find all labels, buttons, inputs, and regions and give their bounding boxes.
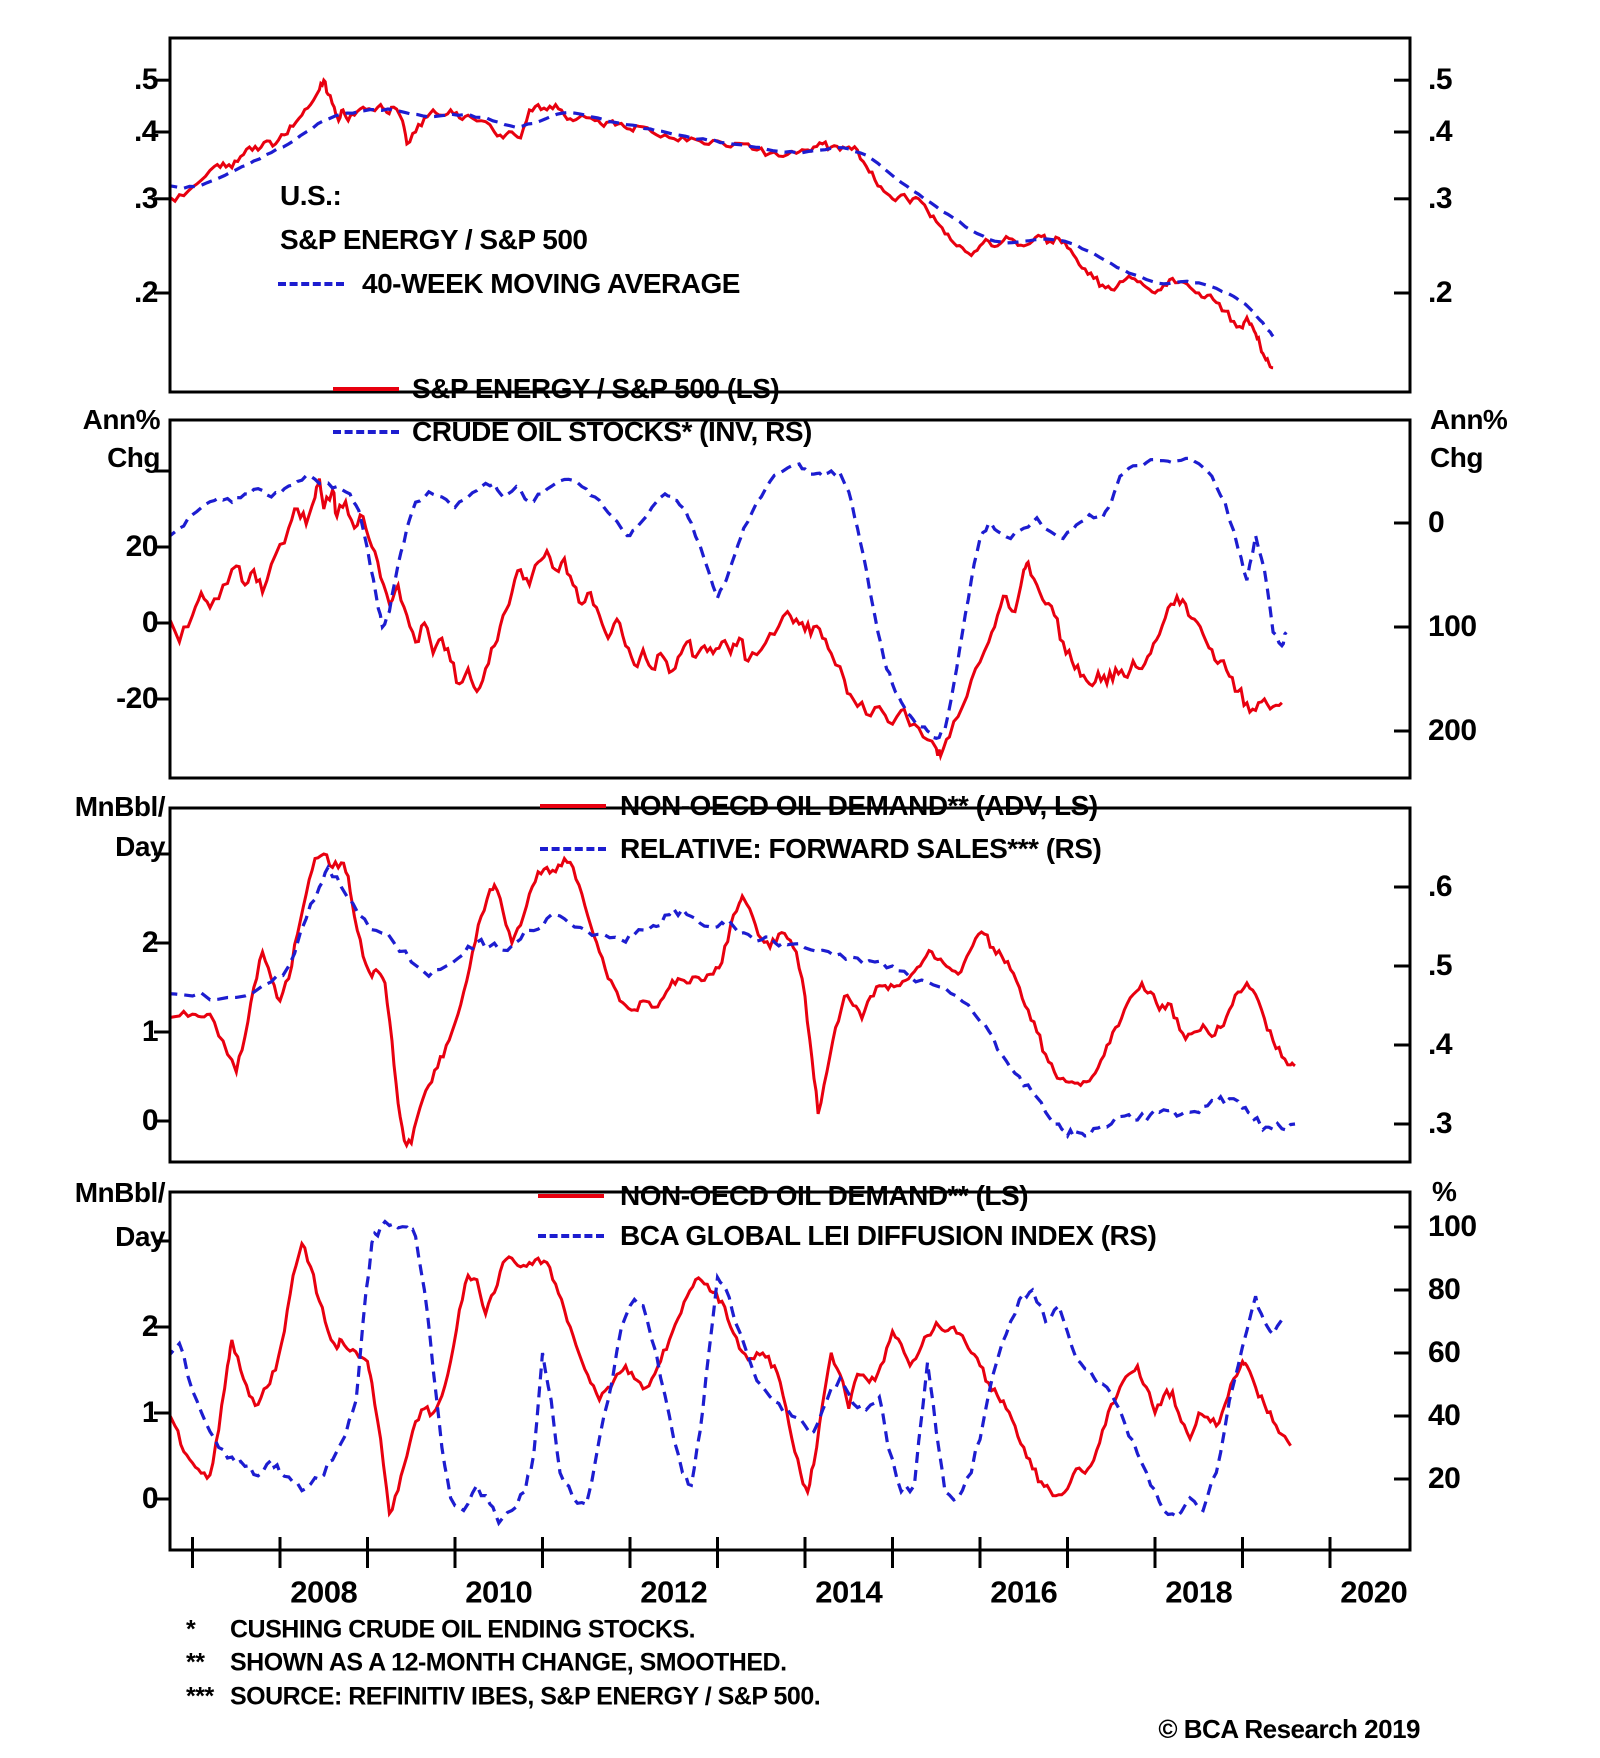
x-axis-year-label: 2010 bbox=[465, 1574, 533, 1610]
left-tick-label-panel4: 0 bbox=[141, 1482, 159, 1515]
footnote-2-marker: ** bbox=[186, 1648, 205, 1677]
right-tick-label-panel2: 0 bbox=[1428, 506, 1445, 539]
x-axis-year-label: 2012 bbox=[640, 1574, 708, 1610]
right-tick-label-panel4: 100 bbox=[1428, 1210, 1477, 1243]
right-tick-label-panel1: .4 bbox=[1428, 115, 1453, 148]
right-tick-label-panel1: .3 bbox=[1428, 181, 1453, 215]
right-tick-label-panel4: 80 bbox=[1428, 1273, 1461, 1306]
series-line-red-panel3 bbox=[170, 852, 1296, 1149]
panel2-right-unit-line2: Chg bbox=[1430, 442, 1483, 473]
right-tick-label-panel3: .5 bbox=[1428, 949, 1453, 982]
panel2-legend-red-swatch bbox=[333, 387, 399, 391]
left-tick-label-panel1: .4 bbox=[133, 115, 159, 148]
x-axis-year-label: 2016 bbox=[990, 1574, 1058, 1610]
right-tick-label-panel1: .5 bbox=[1428, 63, 1453, 97]
left-tick-label-panel4: 1 bbox=[141, 1396, 159, 1429]
panel1-frame bbox=[168, 36, 1412, 394]
right-tick-label-panel3: .6 bbox=[1428, 870, 1453, 903]
x-axis-year-label: 2018 bbox=[1165, 1574, 1233, 1610]
panel3-legend-blue-swatch bbox=[540, 847, 606, 851]
footnote-2-text: SHOWN AS A 12-MONTH CHANGE, SMOOTHED. bbox=[230, 1648, 787, 1677]
left-tick-label-panel2: 20 bbox=[125, 530, 159, 563]
panel2-frame bbox=[168, 418, 1412, 780]
right-tick-label-panel3: .4 bbox=[1428, 1028, 1453, 1061]
footnote-3-text: SOURCE: REFINITIV IBES, S&P ENERGY / S&P… bbox=[230, 1682, 821, 1711]
right-tick-label-panel4: 20 bbox=[1428, 1462, 1461, 1495]
series-line-red-panel4 bbox=[170, 1240, 1292, 1518]
left-tick-label-panel1: .5 bbox=[133, 63, 159, 97]
panel3-frame bbox=[168, 806, 1412, 1164]
right-tick-label-panel2: 100 bbox=[1428, 610, 1477, 643]
right-tick-label-panel4: 60 bbox=[1428, 1336, 1461, 1369]
left-tick-label-panel3: 2 bbox=[141, 926, 159, 959]
footnote-1-text: CUSHING CRUDE OIL ENDING STOCKS. bbox=[230, 1615, 696, 1644]
left-tick-label-panel1: .2 bbox=[133, 276, 159, 309]
series-line-blue-panel4 bbox=[170, 1219, 1287, 1527]
footnote-1-marker: * bbox=[186, 1615, 196, 1644]
series-line-blue-panel2 bbox=[170, 456, 1288, 740]
right-tick-label-panel4: 40 bbox=[1428, 1399, 1461, 1432]
series-line-blue-panel1 bbox=[170, 107, 1275, 338]
panel3-legend-blue: RELATIVE: FORWARD SALES*** (RS) bbox=[620, 833, 1102, 864]
panel3-left-unit-line2: Day bbox=[115, 831, 165, 862]
panel4-left-unit-line2: Day bbox=[115, 1221, 165, 1252]
panel1-title-series: S&P ENERGY / S&P 500 bbox=[280, 224, 588, 255]
footnote-3-marker: *** bbox=[186, 1682, 214, 1711]
right-tick-label-panel2: 200 bbox=[1428, 714, 1477, 747]
panel3-legend-red-swatch bbox=[540, 804, 606, 808]
panel2-right-unit-line1: Ann% bbox=[1430, 404, 1508, 435]
ma-legend-swatch-dashed-line bbox=[278, 282, 344, 286]
left-tick-label-panel1: .3 bbox=[133, 181, 159, 215]
series-line-red-panel2 bbox=[170, 478, 1283, 762]
left-tick-label-panel2: 0 bbox=[141, 606, 159, 639]
panel2-legend-blue: CRUDE OIL STOCKS* (INV, RS) bbox=[412, 416, 812, 447]
copyright: © BCA Research 2019 bbox=[1158, 1714, 1420, 1744]
panel4-left-unit-line1: MnBbl/ bbox=[74, 1177, 166, 1208]
panel4-legend-blue-swatch bbox=[538, 1234, 604, 1238]
left-tick-label-panel2: -20 bbox=[116, 682, 158, 715]
panel2-legend-blue-swatch bbox=[333, 430, 399, 434]
panel3-left-unit-line1: MnBbl/ bbox=[74, 791, 166, 822]
left-tick-label-panel3: 0 bbox=[141, 1104, 159, 1137]
panel1-title-region: U.S.: bbox=[280, 180, 342, 211]
right-tick-label-panel1: .2 bbox=[1428, 276, 1453, 309]
panel4-legend-blue: BCA GLOBAL LEI DIFFUSION INDEX (RS) bbox=[620, 1220, 1157, 1251]
panel2-left-unit-line1: Ann% bbox=[82, 404, 161, 435]
right-tick-label-panel3: .3 bbox=[1428, 1107, 1453, 1140]
panel4-legend-red-swatch bbox=[538, 1194, 604, 1198]
panel3-legend-red: NON-OECD OIL DEMAND** (ADV, LS) bbox=[620, 790, 1098, 821]
left-tick-label-panel4: 2 bbox=[141, 1310, 159, 1343]
series-line-blue-panel3 bbox=[170, 863, 1296, 1140]
x-axis-year-label: 2014 bbox=[815, 1574, 883, 1610]
left-tick-label-panel3: 1 bbox=[141, 1015, 159, 1048]
x-axis-year-label: 2008 bbox=[290, 1574, 358, 1610]
panel4-frame bbox=[168, 1190, 1412, 1552]
panel1-legend-ma: 40-WEEK MOVING AVERAGE bbox=[362, 268, 740, 299]
x-axis-year-label: 2020 bbox=[1340, 1574, 1408, 1610]
panel4-legend-red: NON-OECD OIL DEMAND** (LS) bbox=[620, 1180, 1029, 1211]
panel2-legend-red: S&P ENERGY / S&P 500 (LS) bbox=[412, 373, 780, 404]
panel4-right-unit-percent: % bbox=[1432, 1176, 1457, 1207]
panel2-left-unit-line2: Chg bbox=[107, 442, 160, 473]
